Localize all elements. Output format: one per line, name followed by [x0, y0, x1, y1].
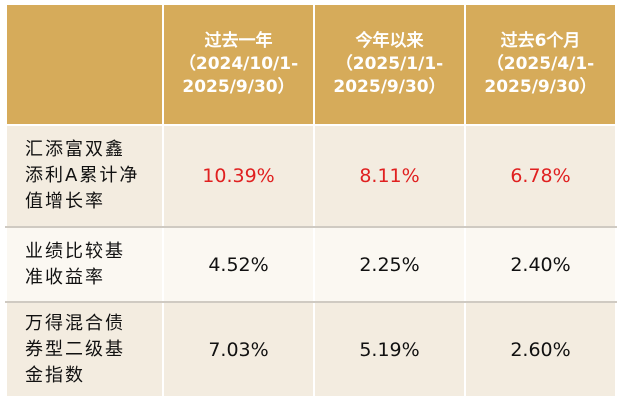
header-corner-cell	[5, 3, 164, 126]
header-period-end: 2025/9/30）	[182, 77, 295, 97]
row-label-line: 值增长率	[25, 191, 105, 212]
value-cell-ytd: 5.19%	[313, 301, 466, 398]
row-label-line: 业绩比较基	[25, 240, 125, 262]
value-cell-past-6-months: 2.40%	[464, 226, 617, 303]
header-period-end: 2025/9/30）	[333, 77, 446, 97]
header-title: 过去6个月	[500, 31, 581, 51]
header-title: 过去一年	[204, 31, 273, 51]
value-cell-past-year: 7.03%	[162, 301, 315, 398]
row-label-line: 金指数	[25, 364, 85, 386]
row-label-line: 添利A累计净	[25, 165, 140, 186]
header-period-start: （2025/4/1-	[486, 54, 595, 74]
header-cell-past-6-months: 过去6个月 （2025/4/1- 2025/9/30）	[464, 3, 617, 126]
value-cell-ytd: 2.25%	[313, 226, 466, 303]
row-label-line: 券型二级基	[25, 338, 125, 360]
header-cell-ytd: 今年以来 （2025/1/1- 2025/9/30）	[313, 3, 466, 126]
value-cell-past-6-months: 2.60%	[464, 301, 617, 398]
row-label: 万得混合债 券型二级基 金指数	[5, 301, 164, 398]
value-cell-past-year: 10.39%	[162, 124, 315, 228]
row-label-line: 汇添富双鑫	[25, 139, 125, 160]
row-label: 业绩比较基 准收益率	[5, 226, 164, 303]
header-row: 过去一年 （2024/10/1- 2025/9/30） 今年以来 （2025/1…	[5, 3, 617, 126]
header-period-start: （2024/10/1-	[178, 54, 299, 74]
row-label-line: 准收益率	[25, 266, 105, 288]
value-cell-past-year: 4.52%	[162, 226, 315, 303]
performance-table: 过去一年 （2024/10/1- 2025/9/30） 今年以来 （2025/1…	[5, 3, 617, 398]
value-cell-ytd: 8.11%	[313, 124, 466, 228]
header-cell-past-year: 过去一年 （2024/10/1- 2025/9/30）	[162, 3, 315, 126]
table-row-wind-index: 万得混合债 券型二级基 金指数 7.03% 5.19% 2.60%	[5, 301, 617, 398]
row-label: 汇添富双鑫 添利A累计净 值增长率	[5, 124, 164, 228]
header-period-end: 2025/9/30）	[484, 77, 597, 97]
table-row-benchmark-return: 业绩比较基 准收益率 4.52% 2.25% 2.40%	[5, 226, 617, 303]
table-row-fund-nav-growth: 汇添富双鑫 添利A累计净 值增长率 10.39% 8.11% 6.78%	[5, 124, 617, 228]
header-title: 今年以来	[355, 31, 424, 51]
header-period-start: （2025/1/1-	[335, 54, 444, 74]
row-label-line: 万得混合债	[25, 312, 125, 334]
value-cell-past-6-months: 6.78%	[464, 124, 617, 228]
